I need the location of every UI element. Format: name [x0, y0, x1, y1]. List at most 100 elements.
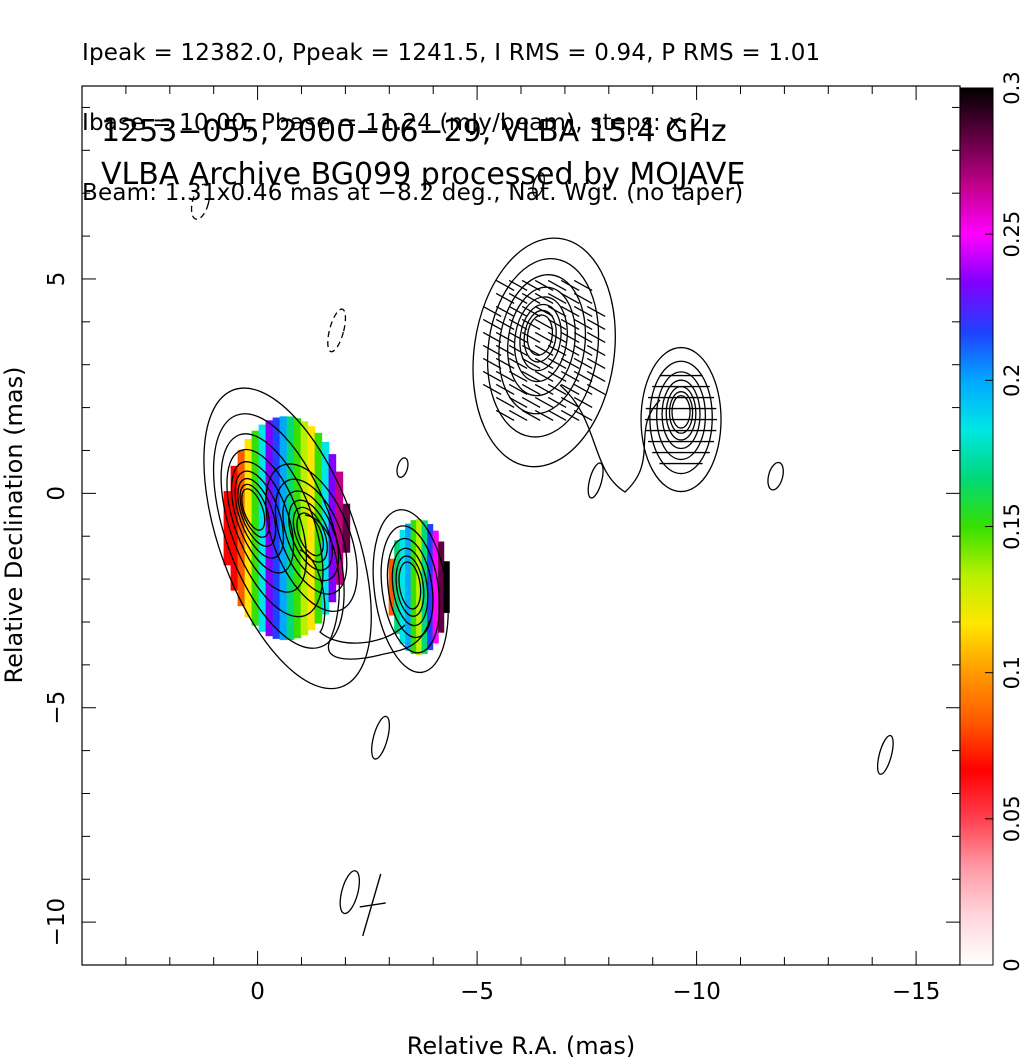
noise-contour — [339, 870, 361, 915]
evpa-vector — [586, 383, 606, 395]
noise-contour — [587, 462, 604, 499]
x-tick-label: −10 — [672, 979, 721, 1005]
polarization-fraction-stripe — [421, 520, 428, 654]
core-jet-contour — [288, 499, 333, 571]
polarization-fraction-stripe — [438, 541, 445, 633]
evpa-vector — [586, 357, 606, 369]
knot-contour — [398, 561, 422, 610]
bridge-contour — [304, 514, 431, 660]
evpa-vector — [482, 344, 502, 356]
evpa-vector — [508, 383, 528, 395]
evpa-vector — [521, 370, 541, 382]
evpa-vector — [482, 383, 502, 395]
evpa-vector — [521, 318, 541, 330]
evpa-vector — [573, 357, 593, 369]
evpa-vector — [482, 331, 502, 343]
evpa-vector — [508, 409, 528, 421]
evpa-vector — [495, 370, 515, 382]
knot-contour — [380, 525, 441, 654]
evpa-vector — [508, 357, 528, 369]
bridge-contour — [299, 549, 406, 644]
y-tick-label: 0 — [44, 486, 70, 501]
evpa-vector — [573, 305, 593, 317]
evpa-vector — [573, 409, 593, 421]
evpa-vector — [495, 344, 515, 356]
noise-contour — [532, 172, 545, 197]
polarization-fraction-stripe — [416, 519, 423, 656]
evpa-vector — [573, 344, 593, 356]
evpa-vector — [547, 409, 567, 421]
north-component-contour — [472, 237, 616, 468]
evpa-vector — [508, 344, 528, 356]
polarization-fraction-stripe — [307, 426, 316, 631]
knot-contour — [391, 547, 429, 627]
evpa-vector — [508, 396, 528, 408]
evpa-vector — [547, 305, 567, 317]
evpa-vector — [495, 396, 515, 408]
noise-contour — [767, 461, 784, 491]
evpa-vector — [560, 292, 580, 304]
evpa-vector — [534, 370, 554, 382]
evpa-vector — [521, 409, 541, 421]
colorbar-tick-label: 0.2 — [1000, 364, 1021, 397]
y-tick-label: 5 — [44, 272, 70, 287]
colorbar-tick-label: 0 — [1000, 958, 1021, 971]
evpa-vector — [521, 357, 541, 369]
evpa-vector — [547, 370, 567, 382]
evpa-vector — [573, 318, 593, 330]
evpa-vector — [586, 331, 606, 343]
west-component-contour — [661, 379, 701, 450]
evpa-vector — [560, 409, 580, 421]
west-component-contour — [665, 385, 697, 441]
polarization-fraction-stripe — [321, 441, 330, 615]
axis-ticks: 0 −5 −10 −15 5 0 −5 −10 — [44, 86, 961, 1005]
evpa-vector — [586, 318, 606, 330]
polarization-fraction-stripe — [432, 530, 439, 644]
evpa-vector — [586, 370, 606, 382]
intensity-contours — [203, 237, 722, 690]
evpa-vector — [521, 344, 541, 356]
evpa-vector — [560, 279, 580, 291]
evpa-vector — [560, 344, 580, 356]
evpa-vector — [508, 292, 528, 304]
evpa-vector — [508, 370, 528, 382]
evpa-vector — [521, 279, 541, 291]
evpa-vector — [534, 344, 554, 356]
evpa-vector — [495, 383, 515, 395]
colorbar-tick-label: 0.05 — [1000, 795, 1021, 842]
polarization-fraction-stripe — [286, 416, 295, 640]
polarization-fraction-stripe — [244, 439, 253, 618]
core-contour — [212, 413, 345, 649]
evpa-vector — [495, 305, 515, 317]
image-header: Ipeak = 12382.0, Ppeak = 1241.5, I RMS =… — [82, 0, 820, 229]
evpa-vector — [547, 318, 567, 330]
core-jet-contour — [296, 512, 325, 557]
west-component-contour — [656, 371, 707, 461]
core-contour — [203, 387, 372, 690]
north-bridge-contour — [559, 384, 661, 493]
evpa-vector — [573, 292, 593, 304]
evpa-vector — [560, 318, 580, 330]
west-component-contour — [671, 394, 691, 429]
evpa-vector — [573, 383, 593, 395]
core-jet-contour — [274, 478, 348, 595]
north-component-contour — [486, 258, 600, 438]
evpa-vector — [534, 409, 554, 421]
west-component-contour — [649, 360, 713, 475]
evpa-vector — [508, 279, 528, 291]
core-contour — [230, 461, 295, 574]
evpa-vector — [508, 305, 528, 317]
y-tick-label: −10 — [44, 898, 70, 947]
evpa-vector — [547, 292, 567, 304]
evpa-vector — [573, 331, 593, 343]
core-jet-contour — [292, 506, 328, 563]
evpa-vector — [547, 331, 567, 343]
knot-contour — [372, 509, 449, 674]
core-contour — [237, 477, 277, 547]
colorbar-tick-label: 0.3 — [1000, 71, 1021, 104]
evpa-vector — [534, 396, 554, 408]
evpa-vector — [508, 318, 528, 330]
colorbar-tick-label: 0.1 — [1000, 656, 1021, 689]
evpa-vector — [495, 292, 515, 304]
core-jet-contour — [265, 463, 358, 613]
